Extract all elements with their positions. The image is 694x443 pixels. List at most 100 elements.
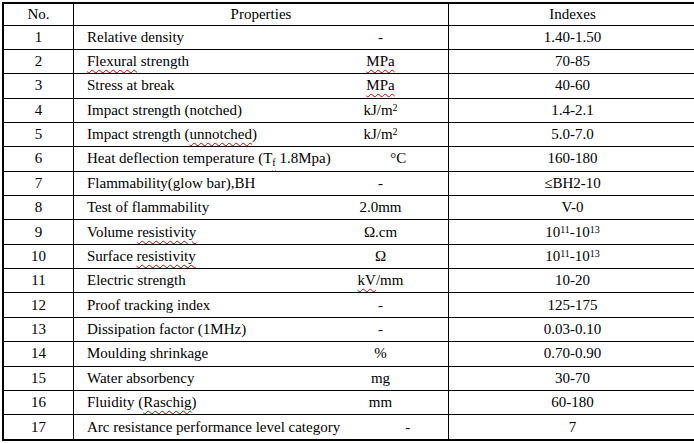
- table-row: 4Impact strength (notched)kJ/m21.4-2.1: [3, 98, 694, 122]
- cell-index-value: 40-60: [449, 74, 694, 98]
- property-name: Impact strength (notched): [87, 102, 313, 119]
- cell-row-number: 13: [3, 317, 74, 341]
- cell-index-value: 30-70: [449, 366, 694, 390]
- text-fragment: Surface: [87, 248, 137, 264]
- cell-index-value: 60-180: [449, 390, 694, 414]
- text-fragment: Ω: [375, 248, 386, 264]
- text-fragment: 7: [569, 419, 577, 435]
- cell-row-number: 6: [3, 147, 74, 171]
- text-fragment: 5.0-7.0: [551, 126, 594, 142]
- property-name: Proof tracking index: [87, 297, 313, 314]
- text-fragment: kJ/m: [363, 102, 392, 118]
- text-fragment: -: [378, 29, 383, 45]
- cell-index-value: 1011-1013: [449, 220, 694, 244]
- text-fragment: 1.40-1.50: [544, 29, 602, 45]
- text-fragment: 11: [560, 248, 570, 259]
- cell-property: Impact strength (notched)kJ/m2: [74, 98, 449, 122]
- cell-index-value: 0.03-0.10: [449, 317, 694, 341]
- cell-index-value: 5.0-7.0: [449, 122, 694, 146]
- text-fragment: Heat deflection temperature (T: [87, 150, 272, 166]
- property-row-content: Stress at break MPa: [74, 77, 448, 94]
- cell-row-number: 10: [3, 244, 74, 268]
- text-fragment: Volume: [87, 224, 137, 240]
- cell-row-number: 8: [3, 196, 74, 220]
- cell-property: Proof tracking index -: [74, 293, 449, 317]
- text-fragment: 125-175: [548, 297, 598, 313]
- text-fragment: 2: [393, 102, 398, 113]
- property-unit: Ω: [313, 248, 448, 265]
- text-fragment: resistivity: [137, 224, 196, 240]
- property-name: Impact strength (unnotched): [87, 126, 313, 143]
- property-row-content: Test of flammability2.0mm: [74, 199, 448, 216]
- cell-property: Dissipation factor (1MHz) -: [74, 317, 449, 341]
- table-header: No. Properties Indexes: [3, 3, 694, 25]
- property-name: Stress at break: [87, 77, 313, 94]
- cell-row-number: 9: [3, 220, 74, 244]
- text-fragment: Relative density: [87, 29, 184, 45]
- cell-row-number: 12: [3, 293, 74, 317]
- text-fragment: f: [272, 157, 275, 168]
- property-row-content: Electric strengthkV/mm: [74, 272, 448, 289]
- cell-row-number: 15: [3, 366, 74, 390]
- text-fragment: Dissipation factor (1MHz): [87, 321, 246, 337]
- text-fragment: Moulding shrinkage: [87, 345, 208, 361]
- text-fragment: ): [192, 394, 197, 410]
- cell-row-number: 5: [3, 122, 74, 146]
- cell-index-value: 125-175: [449, 293, 694, 317]
- cell-property: Water absorbencymg: [74, 366, 449, 390]
- text-fragment: ≤BH2-10: [544, 175, 601, 191]
- property-row-content: Arc resistance performance level categor…: [74, 419, 448, 436]
- property-name: Heat deflection temperature (Tf 1.8Mpa): [87, 150, 331, 167]
- text-fragment: -10: [570, 224, 590, 240]
- text-fragment: 30-70: [555, 370, 590, 386]
- table-row: 16Fluidity (Raschig)mm60-180: [3, 390, 694, 414]
- text-fragment: Raschig: [143, 394, 191, 410]
- cell-index-value: 160-180: [449, 147, 694, 171]
- property-unit: kJ/m2: [313, 102, 448, 119]
- text-fragment: Electric strength: [87, 272, 186, 288]
- property-unit: -: [313, 297, 448, 314]
- cell-index-value: 1.4-2.1: [449, 98, 694, 122]
- property-row-content: Proof tracking index -: [74, 297, 448, 314]
- cell-row-number: 14: [3, 342, 74, 366]
- column-header-properties: Properties: [74, 3, 449, 25]
- text-fragment: -: [378, 297, 383, 313]
- cell-index-value: 10-20: [449, 269, 694, 293]
- table-row: 1 Relative density - 1.40-1.50: [3, 25, 694, 49]
- cell-row-number: 11: [3, 269, 74, 293]
- cell-row-number: 7: [3, 171, 74, 195]
- text-fragment: °C: [390, 150, 406, 166]
- property-unit: °C: [331, 150, 449, 167]
- property-name: Electric strength: [87, 272, 313, 289]
- property-name: Dissipation factor (1MHz): [87, 321, 313, 338]
- text-fragment: %: [374, 345, 387, 361]
- text-fragment: Proof tracking index: [87, 297, 210, 313]
- text-fragment: Water absorbency: [87, 370, 195, 386]
- table-row: 10Surface resistivityΩ1011-1013: [3, 244, 694, 268]
- table-row: 13 Dissipation factor (1MHz) - 0.03-0.10: [3, 317, 694, 341]
- cell-property: Fluidity (Raschig)mm: [74, 390, 449, 414]
- text-fragment: Impact strength (: [87, 126, 189, 142]
- cell-property: Test of flammability2.0mm: [74, 196, 449, 220]
- header-row: No. Properties Indexes: [3, 3, 694, 25]
- cell-row-number: 1: [3, 25, 74, 49]
- text-fragment: unnotched: [189, 126, 251, 142]
- text-fragment: Ω.cm: [364, 224, 397, 240]
- text-fragment: MPa: [366, 53, 394, 69]
- text-fragment: 160-180: [548, 150, 598, 166]
- property-unit: -: [313, 321, 448, 338]
- table-row: 15Water absorbencymg 30-70: [3, 366, 694, 390]
- cell-property: Impact strength (unnotched)kJ/m2: [74, 122, 449, 146]
- property-name: Fluidity (Raschig): [87, 394, 313, 411]
- property-name: Flammability(glow bar),BH: [87, 175, 313, 192]
- cell-property: Electric strengthkV/mm: [74, 269, 449, 293]
- property-row-content: Flammability(glow bar),BH-: [74, 175, 448, 192]
- cell-row-number: 4: [3, 98, 74, 122]
- cell-index-value: 7: [449, 415, 694, 440]
- table-row: 17Arc resistance performance level categ…: [3, 415, 694, 440]
- text-fragment: MPa: [366, 77, 394, 93]
- text-fragment: -: [378, 321, 383, 337]
- cell-property: Flexural strengthMPa: [74, 49, 449, 73]
- text-fragment: -10: [570, 248, 590, 264]
- text-fragment: Arc resistance performance level categor…: [87, 419, 340, 435]
